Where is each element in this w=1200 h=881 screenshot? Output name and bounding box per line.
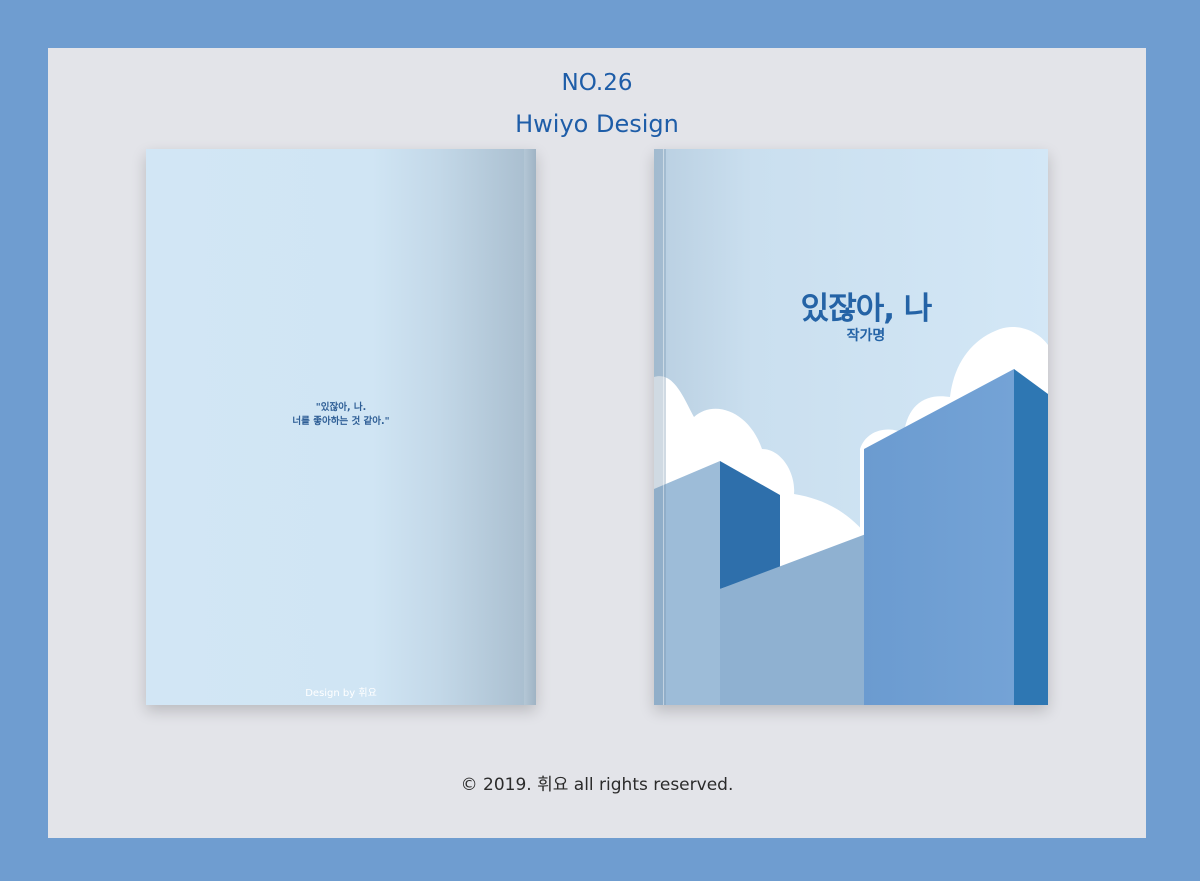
cover-binding <box>654 149 666 705</box>
back-cover-quote: "있잖아, 나. 너를 좋아하는 것 같아." <box>146 401 536 429</box>
author-name: 작가명 <box>846 328 886 344</box>
design-number: NO.26 <box>561 70 633 96</box>
quote-line-2: 너를 좋아하는 것 같아." <box>292 416 390 427</box>
quote-line-1: "있잖아, 나. <box>315 402 367 413</box>
book-spine-edge <box>524 149 536 705</box>
building-middle <box>720 534 866 705</box>
building-right-front <box>864 369 1014 705</box>
building-left-side <box>720 461 780 589</box>
book-back-cover: "있잖아, 나. 너를 좋아하는 것 같아." Design by 휘요 <box>146 149 536 705</box>
cover-illustration <box>654 149 1048 705</box>
presentation-panel: NO.26 Hwiyo Design "있잖아, 나. 너를 좋아하는 것 같아… <box>48 48 1146 838</box>
brand-name: Hwiyo Design <box>515 110 679 138</box>
building-right-side <box>1014 369 1048 705</box>
copyright-notice: © 2019. 휘요 all rights reserved. <box>460 775 734 795</box>
building-left-front <box>654 461 720 705</box>
designer-credit: Design by 휘요 <box>305 688 377 699</box>
book-title: 있잖아, 나 <box>800 291 933 327</box>
book-front-cover: 있잖아, 나 작가명 <box>654 149 1048 705</box>
